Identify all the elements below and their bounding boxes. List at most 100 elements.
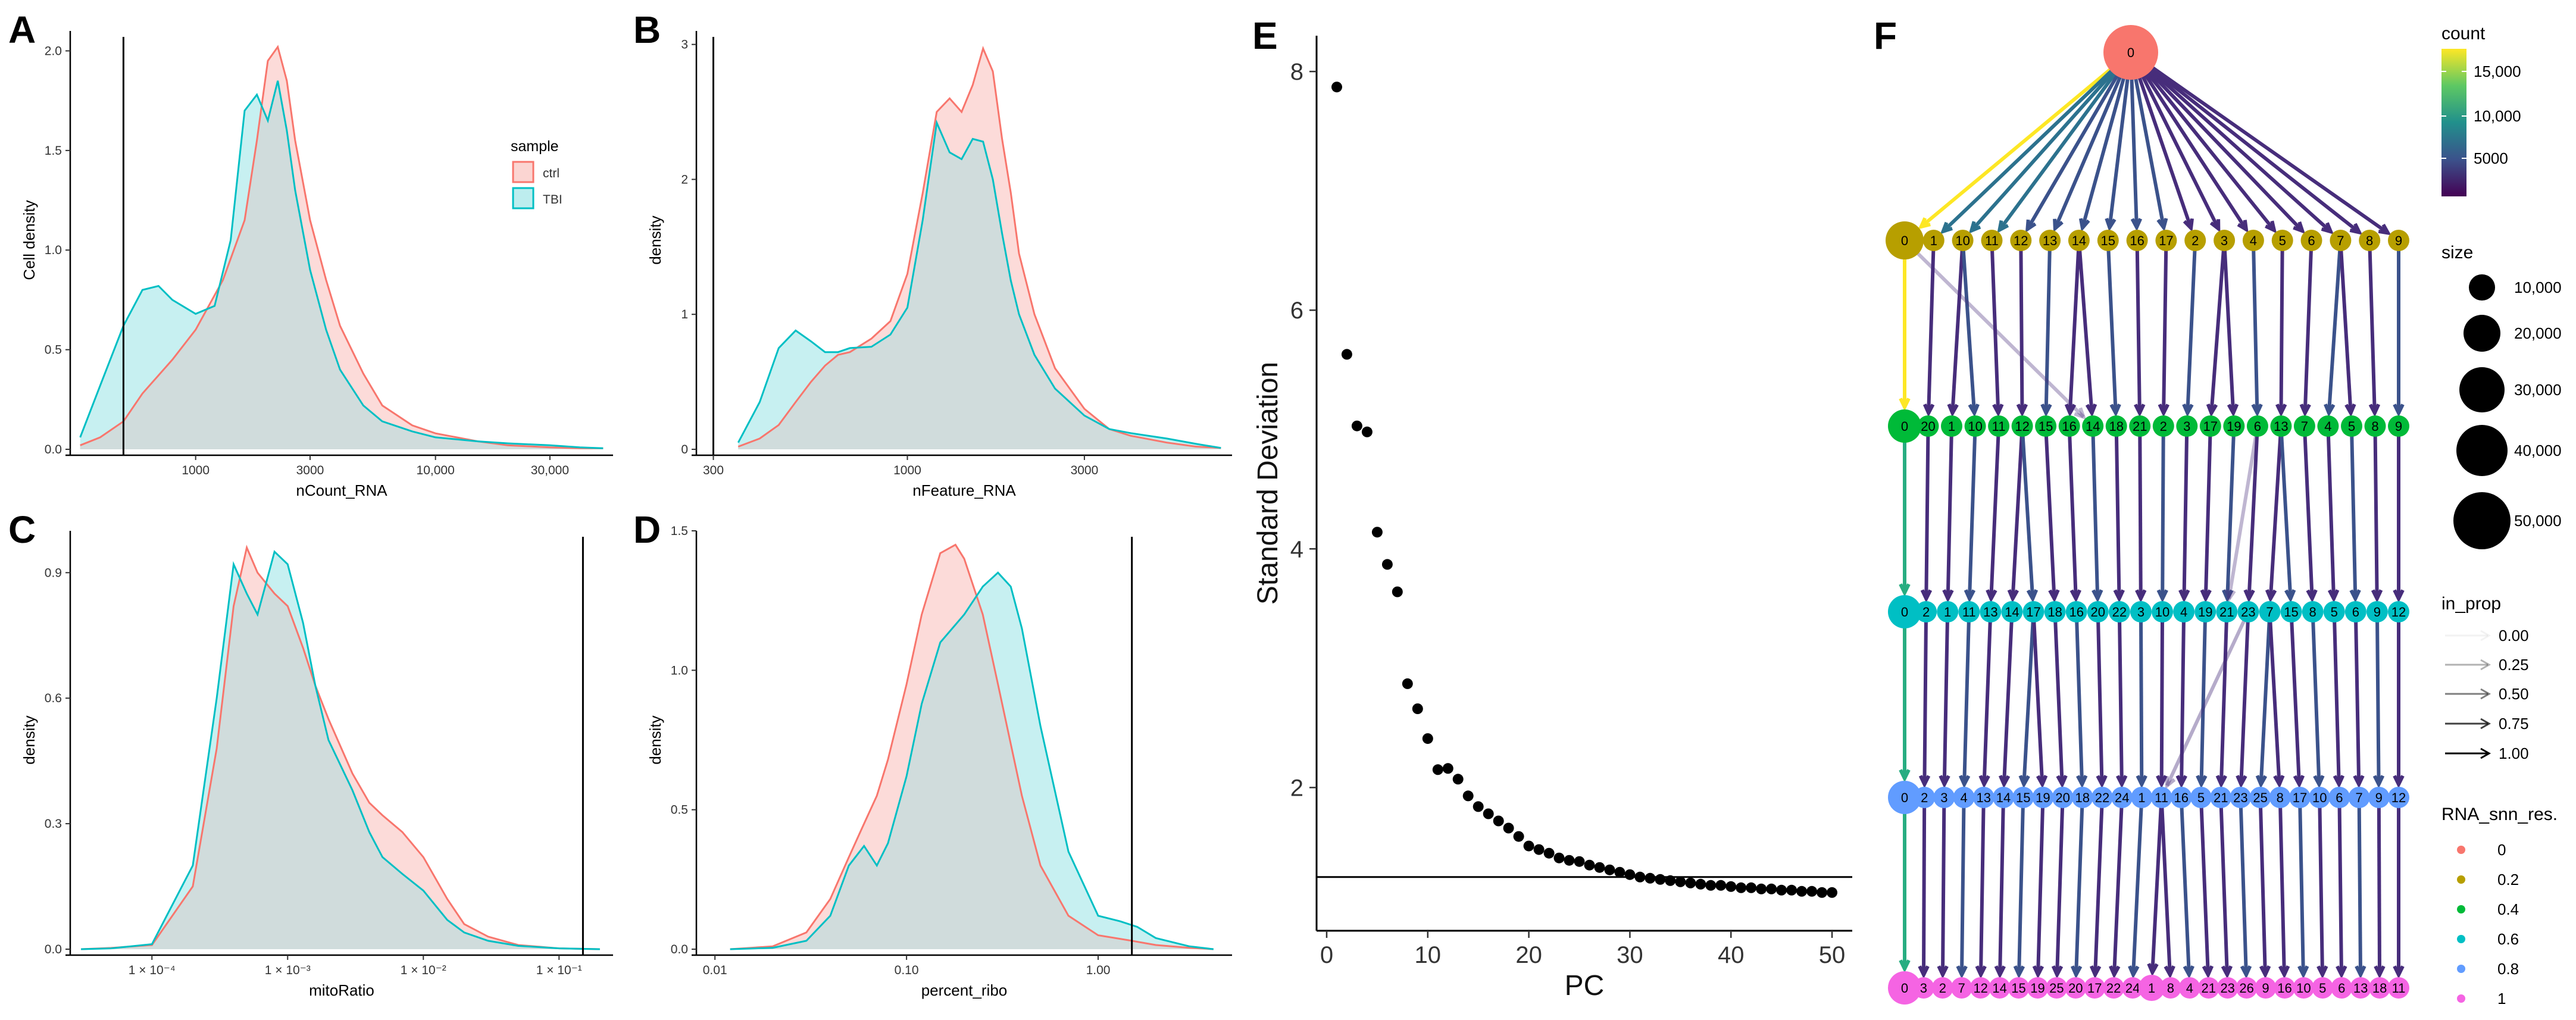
cluster-node (2044, 601, 2066, 622)
cluster-edge-arrowhead (1918, 217, 1931, 230)
cluster-node (2328, 787, 2350, 808)
cluster-node-label: 1 (2138, 790, 2145, 805)
cluster-edge (2259, 611, 2272, 785)
cluster-node-label: 1 (1944, 605, 1951, 619)
cluster-edge-arrowhead (1978, 775, 1990, 789)
cluster-node-label: 14 (2086, 419, 2100, 434)
scree-point (1614, 866, 1625, 878)
cluster-edge-arrowhead (2259, 965, 2271, 979)
cluster-node (2369, 977, 2391, 999)
cluster-edge (1962, 611, 1971, 785)
cluster-node (2309, 787, 2331, 808)
cluster-node-label: 10 (1955, 233, 1969, 248)
cluster-edge-arrowhead (2025, 219, 2037, 233)
cluster-edge-arrowhead (2096, 775, 2108, 789)
cluster-edge-arrowhead (2178, 589, 2190, 603)
cluster-node (1989, 977, 2011, 999)
cluster-edge (2129, 51, 2333, 233)
x-tick-label: 20 (1515, 942, 1542, 968)
cluster-node-label: 7 (2266, 605, 2273, 619)
cluster-node-label: 22 (2106, 981, 2121, 996)
cluster-edge-arrowhead (2200, 589, 2212, 603)
cluster-edge-arrowhead (2109, 403, 2121, 417)
cluster-node (2359, 230, 2381, 251)
cluster-edge (2373, 425, 2379, 599)
scree-point (1634, 871, 1646, 883)
cluster-edge-arrowhead (2196, 775, 2208, 789)
panel-label-f: F (1874, 14, 1897, 57)
cluster-node-label: 6 (2254, 419, 2261, 434)
cluster-node-label: 18 (2047, 605, 2062, 619)
density-line-ctrl (730, 543, 1214, 950)
cluster-node (1972, 787, 1994, 808)
cluster-edge-arrowhead (2206, 403, 2218, 417)
x-tick-label: 50 (1819, 942, 1846, 968)
cluster-node (2302, 601, 2324, 622)
scree-point (1705, 880, 1717, 891)
cluster-node-label: 20 (2091, 605, 2105, 619)
scree-point (1473, 801, 1484, 812)
legend-key-ctrl (512, 161, 534, 183)
y-tick-label: 0.0 (45, 943, 62, 956)
legend-res-label: 0.8 (2497, 960, 2519, 978)
cluster-edge (2036, 797, 2045, 975)
cluster-node-label: 17 (2087, 981, 2102, 996)
cluster-node (1952, 230, 1974, 251)
scree-point (1655, 874, 1666, 885)
cluster-edge-arrowhead (2064, 403, 2077, 417)
cluster-node-label: 7 (2301, 419, 2308, 434)
x-tick-label: 10 (1415, 942, 1442, 968)
cluster-node-label: 2 (1939, 981, 1946, 996)
cluster-node-label: 5 (2348, 419, 2355, 434)
cluster-node-label: 24 (2115, 790, 2129, 805)
cluster-node-label: 11 (2155, 790, 2168, 805)
cluster-edge (2067, 425, 2078, 599)
y-axis-title: density (646, 715, 664, 764)
cluster-edge-arrowhead (2251, 403, 2263, 417)
cluster-edge (2053, 611, 2064, 785)
cluster-node-label: 3 (2183, 419, 2190, 434)
cluster-node (2388, 787, 2409, 808)
cluster-node-label: 21 (2202, 981, 2216, 996)
cluster-node (2237, 601, 2259, 622)
y-tick-label: 1 (681, 308, 688, 321)
cluster-node (2150, 787, 2172, 808)
cluster-edge-arrowhead (2183, 965, 2194, 979)
cluster-edge-arrowhead (2134, 403, 2146, 417)
cluster-node-label: 20 (1921, 419, 1935, 434)
y-tick-label: 0.0 (45, 443, 62, 456)
cluster-node (2027, 977, 2049, 999)
cluster-node-label: 23 (2241, 605, 2255, 619)
legend-in-prop: in_prop 0.00 0.25 0.50 0.75 1.00 (2441, 594, 2529, 762)
scree-point (1422, 733, 1433, 744)
cluster-edge-arrowhead (2182, 403, 2194, 417)
cluster-node (1915, 601, 1937, 622)
legend-size-dot (2459, 367, 2505, 412)
cluster-node (1888, 409, 1921, 443)
legend-size-label: 40,000 (2514, 442, 2562, 459)
cluster-node (2190, 787, 2212, 808)
scree-point (1584, 859, 1595, 871)
y-tick-label: 0.5 (45, 343, 62, 357)
cluster-node-label: 17 (2026, 605, 2040, 619)
cluster-node-label: 26 (2239, 981, 2253, 996)
cluster-edge-arrowhead (2007, 589, 2019, 603)
cluster-edge-arrowhead (2299, 403, 2311, 417)
cluster-node (2216, 601, 2238, 622)
scree-point (1412, 703, 1423, 714)
cluster-edge (2239, 611, 2250, 785)
cluster-node (2032, 787, 2054, 808)
cluster-edge-arrowhead (2076, 775, 2088, 789)
cluster-node-label: 15 (2011, 981, 2025, 996)
cluster-edge-arrowhead (2202, 965, 2214, 979)
cluster-edge-arrowhead (2227, 403, 2239, 417)
cluster-node-label: 4 (2324, 419, 2331, 434)
legend-res-label: 1 (2497, 990, 2506, 1008)
cluster-node (2199, 415, 2221, 437)
x-tick-label: 30,000 (531, 464, 569, 477)
cluster-edge-arrowhead (2158, 403, 2169, 417)
legend-count-tick-5000: 5000 (2474, 149, 2508, 167)
cluster-edge-arrowhead (2128, 965, 2140, 979)
x-axis-title: mitoRatio (309, 981, 374, 999)
